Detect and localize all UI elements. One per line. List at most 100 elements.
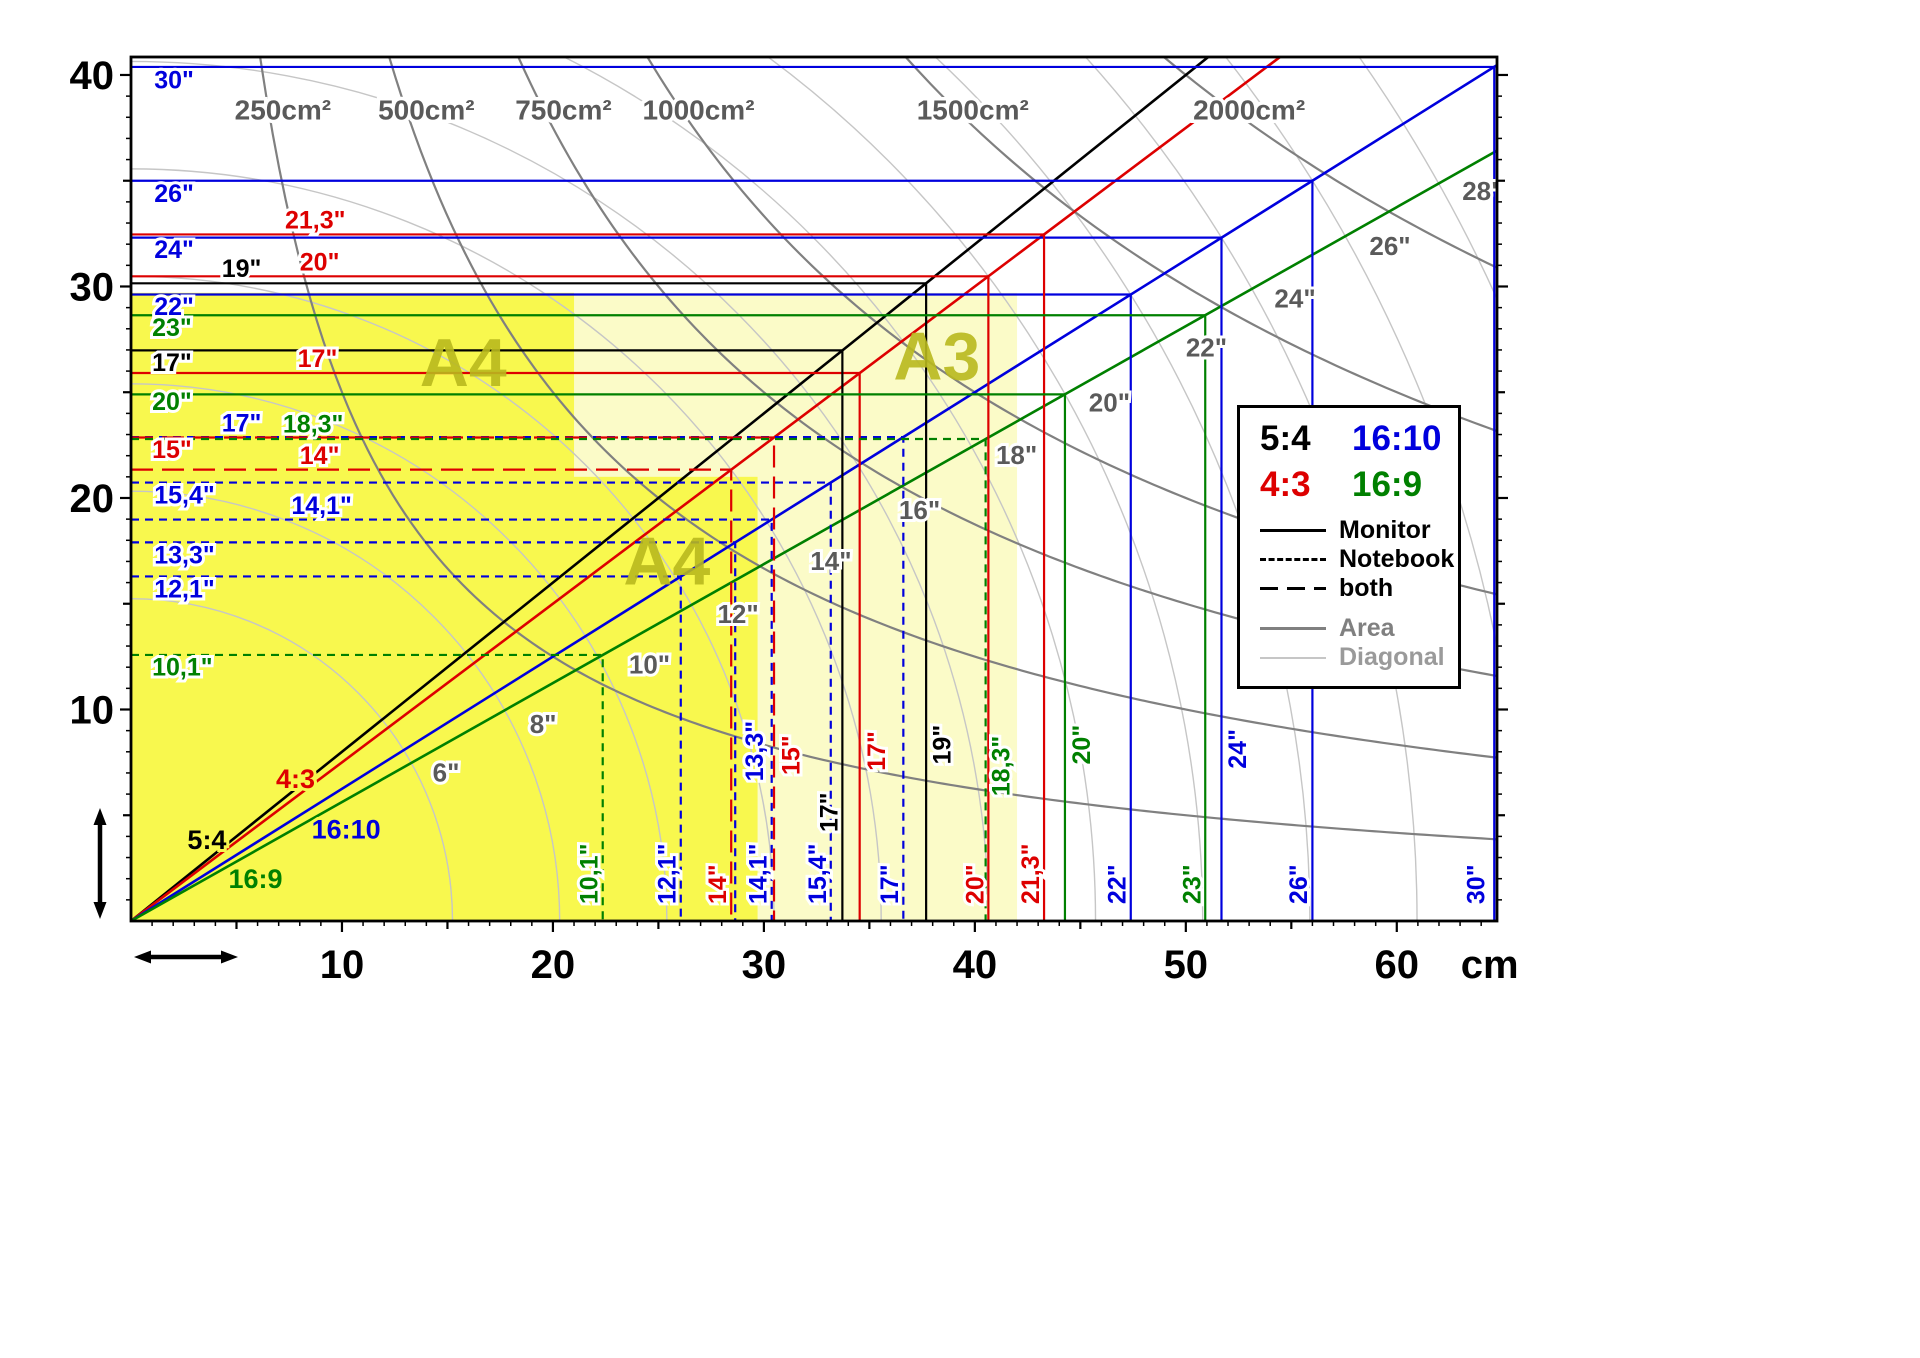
diagonal-arc-26 [1224, 57, 1497, 651]
area-curve-250 [259, 57, 1497, 841]
size-label: 20" [152, 388, 192, 416]
size-label-rotated: 20" [1068, 725, 1096, 765]
ratio-line-5:4 [131, 57, 1210, 921]
both-line-sample [1260, 587, 1326, 590]
area-line-sample [1260, 627, 1326, 630]
legend-label-monitor: Monitor [1339, 516, 1431, 544]
size-label-rotated: 14" [704, 864, 732, 904]
x-tick-label: 40 [953, 943, 998, 987]
width-arrow [134, 950, 238, 964]
ratio-label-5:4: 5:4 [187, 825, 226, 855]
x-tick-label: 20 [531, 943, 576, 987]
diagonal-arc-20 [766, 57, 1204, 921]
size-label-rotated: 18,3" [988, 736, 1016, 797]
size-label: 21,3" [285, 206, 346, 234]
legend-label-both: both [1339, 574, 1394, 602]
y-tick-label: 10 [70, 688, 115, 732]
notebook-line-sample [1260, 558, 1326, 561]
size-label: 14" [300, 442, 340, 470]
ratio-label-16:9: 16:9 [228, 864, 282, 894]
diagonal-label: 24" [1274, 284, 1315, 314]
x-tick-label: 10 [320, 943, 365, 987]
area-curve-500 [388, 57, 1497, 759]
diagonal-label: 14" [810, 546, 851, 576]
plot-area: A4 A4 A3 250cm² 500cm² 750cm² 1000cm² 1500cm² 20… [131, 57, 1503, 921]
area-label: 750cm² [515, 94, 612, 125]
x-axis-unit: cm [1461, 943, 1519, 987]
height-arrow [93, 808, 107, 919]
size-outline-4:3-21,3" [131, 233, 1046, 921]
diagonal-arc-10 [131, 383, 668, 921]
y-tick-label: 40 [70, 54, 115, 98]
legend-ratio-5-4: 5:4 [1260, 419, 1311, 458]
size-outline-16:10-30" [131, 65, 1496, 921]
size-label-rotated: 23" [1179, 864, 1207, 904]
size-label-rotated: 12,1" [653, 844, 681, 905]
size-label-rotated: 17" [816, 792, 844, 832]
legend-row-notebook: Notebook [1260, 545, 1458, 574]
paper-label-A3: A3 [893, 319, 980, 395]
diagonal-label: 18" [996, 440, 1037, 470]
ratio-line-16:10 [131, 63, 1497, 921]
area-curve-1500 [904, 57, 1497, 433]
diagonal-label: 8" [530, 709, 557, 739]
diagonal-label: 28" [1462, 176, 1503, 206]
size-label-rotated: 13,3" [741, 721, 769, 782]
area-label: 250cm² [235, 94, 332, 125]
area-label: 1500cm² [917, 94, 1029, 125]
legend-ratio-grid: 5:4 16:10 4:3 16:9 [1260, 416, 1458, 508]
size-label: 17" [152, 349, 192, 377]
size-outline-16:10-13,3" [131, 541, 737, 921]
x-tick-label: 60 [1375, 943, 1420, 987]
size-label: 24" [154, 236, 194, 264]
size-outline-5:4-17" [131, 349, 844, 921]
size-label-rotated: 24" [1224, 729, 1252, 769]
size-label-rotated: 21,3" [1017, 844, 1045, 905]
size-label: 18,3" [283, 410, 344, 438]
legend-ratio-16-10: 16:10 [1352, 419, 1442, 458]
size-label: 15" [152, 436, 192, 464]
ratio-line-4:3 [131, 57, 1281, 921]
y-tick-label: 20 [70, 477, 115, 521]
diagonal-arc-8 [131, 490, 561, 921]
size-label: 17" [298, 345, 338, 373]
size-outline-16:9-18,3" [131, 437, 987, 921]
size-label: 23" [152, 314, 192, 342]
size-label-rotated: 17" [876, 864, 904, 904]
diagonal-label: 10" [629, 650, 670, 680]
size-outline-16:9-20" [131, 393, 1067, 921]
diagonal-arc-6 [131, 597, 454, 921]
size-label: 14,1" [291, 492, 352, 520]
size-label: 15,4" [154, 481, 215, 509]
size-outline-4:3-15" [131, 436, 776, 921]
legend-row-both: both [1260, 574, 1458, 603]
area-label: 500cm² [378, 94, 475, 125]
size-outline-16:10-14,1" [131, 518, 773, 921]
size-outline-4:3-20" [131, 275, 990, 921]
axis-tick-labels: 10 20 30 40 50 60 cm 10 20 30 40 [70, 54, 1519, 987]
size-outline-16:10-24" [131, 236, 1223, 921]
size-label: 10,1" [152, 654, 213, 682]
size-outline-16:9-10,1" [131, 653, 604, 921]
size-outline-16:10-12,1" [131, 575, 682, 921]
area-label: 2000cm² [1193, 94, 1305, 125]
legend-row-area: Area [1260, 614, 1458, 643]
size-label: 30" [154, 67, 194, 95]
size-label-rotated: 15,4" [804, 844, 832, 905]
size-label: 26" [154, 180, 194, 208]
diagonal-arc-16 [131, 60, 990, 921]
diagonal-line-sample [1260, 656, 1326, 659]
legend-label-area: Area [1339, 614, 1395, 642]
ratio-line-16:9 [131, 149, 1497, 921]
x-tick-label: 30 [742, 943, 787, 987]
size-outline-16:9-23" [131, 314, 1207, 921]
legend-row-diagonal: Diagonal [1260, 643, 1458, 672]
size-label: 17" [222, 409, 262, 437]
monitor-line-sample [1260, 529, 1326, 532]
size-label-rotated: 14,1" [744, 844, 772, 905]
diagonal-label: 22" [1186, 332, 1227, 362]
size-label: 13,3" [154, 542, 215, 570]
diagonal-label: 6" [433, 757, 460, 787]
